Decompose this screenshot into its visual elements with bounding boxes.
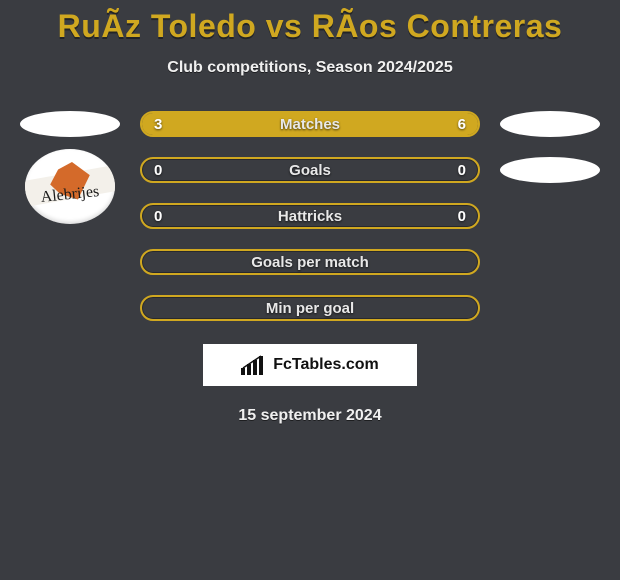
stat-bar: 00Goals	[140, 157, 480, 183]
fctables-logo[interactable]: FcTables.com	[202, 343, 418, 387]
stat-bar: 00Hattricks	[140, 203, 480, 229]
stat-row: 36Matches	[0, 111, 620, 137]
subtitle: Club competitions, Season 2024/2025	[0, 59, 620, 77]
logo-text: FcTables.com	[273, 356, 379, 374]
stat-bar: 36Matches	[140, 111, 480, 137]
left-slot	[10, 111, 130, 137]
right-slot	[490, 111, 610, 137]
stat-bar: Goals per match	[140, 249, 480, 275]
stat-rows: 36Matches Alebrijes 00Goals 00Hattricks Goal…	[0, 111, 620, 321]
stat-row: 00Hattricks	[0, 203, 620, 229]
page-title: RuÃz Toledo vs RÃos Contreras	[0, 8, 620, 45]
stat-label: Hattricks	[142, 205, 478, 227]
stat-row: Goals per match	[0, 249, 620, 275]
stat-row: Alebrijes 00Goals	[0, 157, 620, 183]
left-slot: Alebrijes	[10, 157, 130, 184]
stats-card: RuÃz Toledo vs RÃos Contreras Club compe…	[0, 0, 620, 580]
stat-label: Min per goal	[142, 297, 478, 319]
stat-label: Goals	[142, 159, 478, 181]
stat-label: Goals per match	[142, 251, 478, 273]
date: 15 september 2024	[0, 407, 620, 425]
stat-row: Min per goal	[0, 295, 620, 321]
stat-label: Matches	[142, 113, 478, 135]
right-slot	[490, 157, 610, 183]
team-pill-left	[20, 111, 120, 137]
team-pill-right	[500, 157, 600, 183]
team-pill-right	[500, 111, 600, 137]
stat-bar: Min per goal	[140, 295, 480, 321]
bars-icon	[241, 355, 267, 375]
